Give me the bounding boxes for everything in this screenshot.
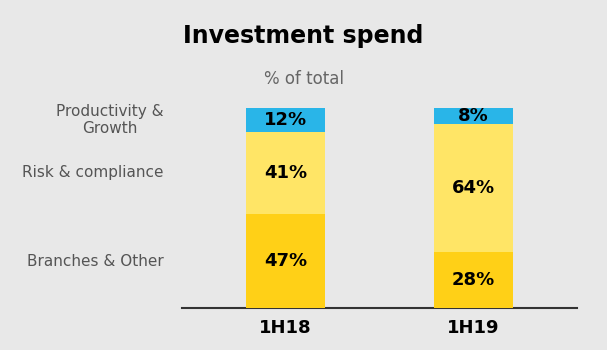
Bar <box>434 108 513 124</box>
Bar <box>246 132 325 214</box>
Bar <box>246 108 325 132</box>
Text: Risk & compliance: Risk & compliance <box>22 166 164 181</box>
Text: 64%: 64% <box>452 179 495 197</box>
Text: Investment spend: Investment spend <box>183 25 424 49</box>
Text: 8%: 8% <box>458 107 489 125</box>
Bar <box>434 252 513 308</box>
Text: 12%: 12% <box>264 111 307 129</box>
Bar <box>246 214 325 308</box>
Bar <box>434 124 513 252</box>
Text: 41%: 41% <box>264 164 307 182</box>
Text: % of total: % of total <box>263 70 344 88</box>
Text: 47%: 47% <box>264 252 307 270</box>
Text: Productivity &
Growth: Productivity & Growth <box>56 104 164 136</box>
Text: Branches & Other: Branches & Other <box>27 253 164 268</box>
Text: 28%: 28% <box>452 271 495 289</box>
